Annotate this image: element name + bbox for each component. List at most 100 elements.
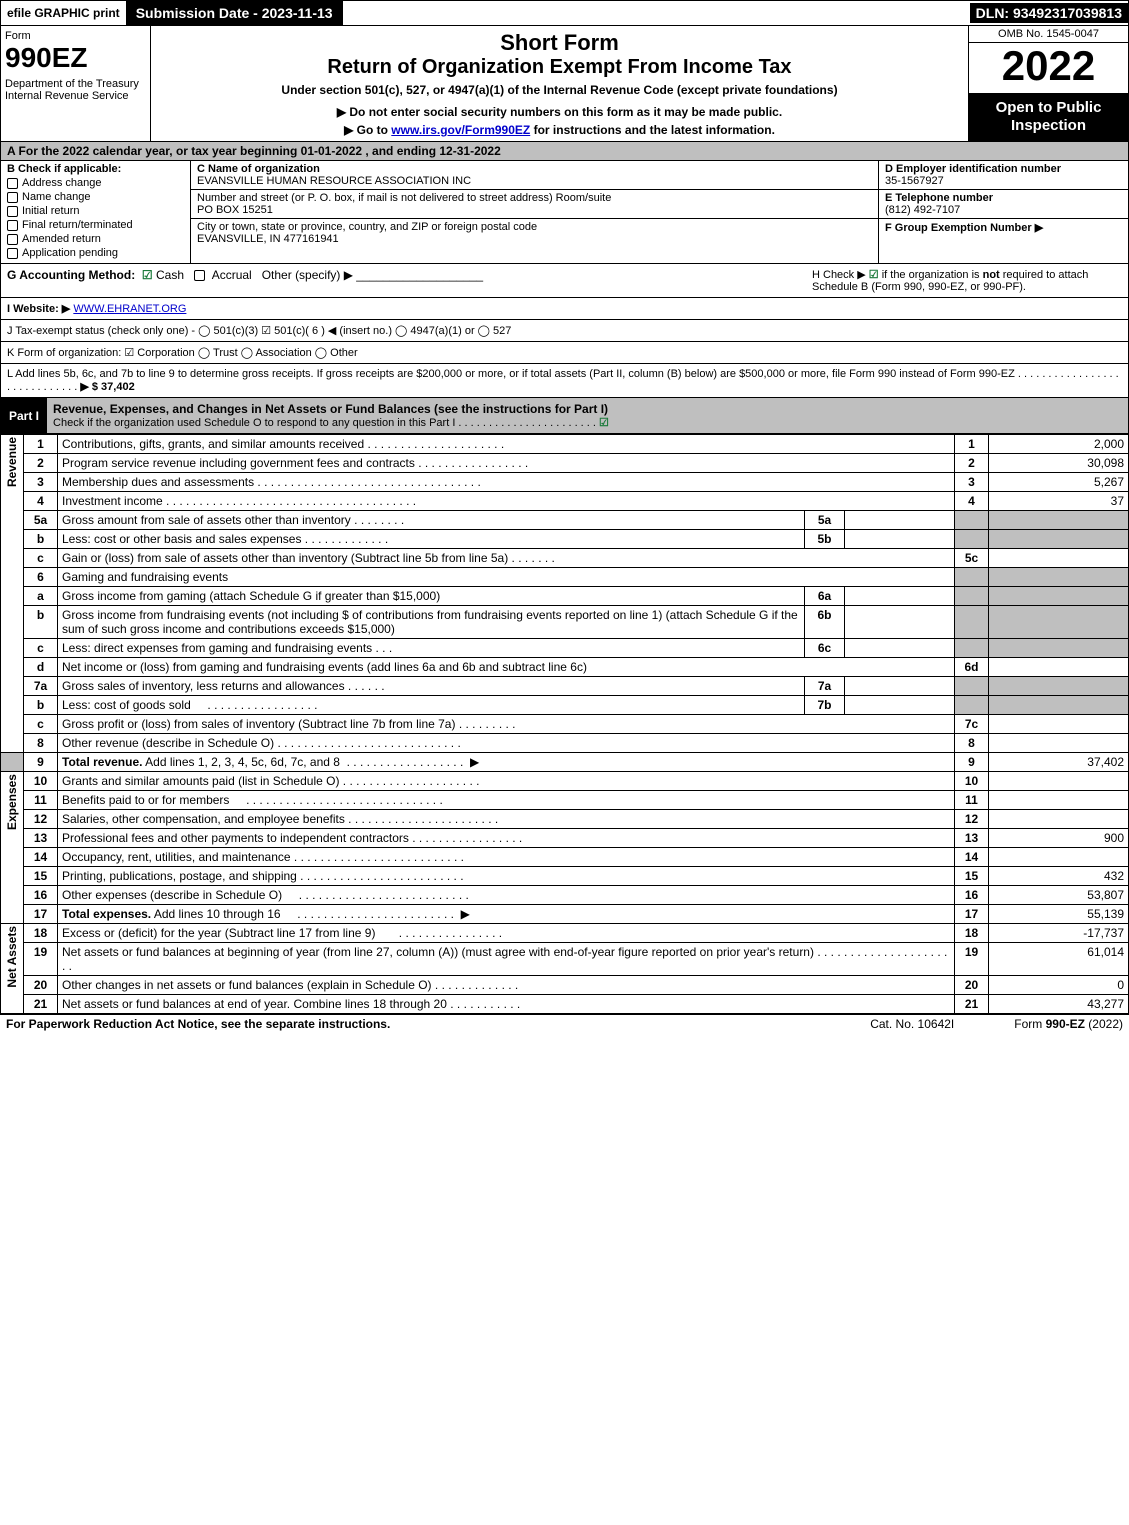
check-application-pending[interactable]: Application pending: [7, 247, 184, 259]
c-city-label: City or town, state or province, country…: [197, 221, 537, 233]
paperwork-notice: For Paperwork Reduction Act Notice, see …: [6, 1017, 390, 1031]
cash-check-icon: ☑: [142, 268, 153, 282]
line-9-value: 37,402: [989, 753, 1129, 772]
check-amended-return[interactable]: Amended return: [7, 233, 184, 245]
ein-value: 35-1567927: [885, 175, 944, 187]
line-5c: c Gain or (loss) from sale of assets oth…: [1, 549, 1129, 568]
check-address-change[interactable]: Address change: [7, 177, 184, 189]
line-6a-value: [845, 587, 955, 606]
line-7b: b Less: cost of goods sold . . . . . . .…: [1, 696, 1129, 715]
line-10-value: [989, 772, 1129, 791]
inspection-label: Open to Public Inspection: [969, 93, 1128, 141]
omb-number: OMB No. 1545-0047: [969, 26, 1128, 43]
revenue-rotated: Revenue: [1, 435, 24, 753]
line-6c-value: [845, 639, 955, 658]
line-6: 6 Gaming and fundraising events: [1, 568, 1129, 587]
lines-table: Revenue 1 Contributions, gifts, grants, …: [0, 434, 1129, 1014]
line-14-value: [989, 848, 1129, 867]
line-1-value: 2,000: [989, 435, 1129, 454]
d-label: D Employer identification number: [885, 163, 1061, 175]
form-version: Form 990-EZ (2022): [1014, 1017, 1123, 1031]
catalog-number: Cat. No. 10642I: [870, 1017, 954, 1031]
line-7c: c Gross profit or (loss) from sales of i…: [1, 715, 1129, 734]
line-19-value: 61,014: [989, 943, 1129, 976]
section-i-website: I Website: ▶ WWW.EHRANET.ORG: [0, 298, 1129, 320]
line-13: 13 Professional fees and other payments …: [1, 829, 1129, 848]
irs-link[interactable]: www.irs.gov/Form990EZ: [391, 123, 530, 137]
line-10: Expenses 10 Grants and similar amounts p…: [1, 772, 1129, 791]
line-17: 17 Total expenses. Add lines 10 through …: [1, 905, 1129, 924]
ssn-note: ▶ Do not enter social security numbers o…: [161, 105, 958, 119]
line-15: 15 Printing, publications, postage, and …: [1, 867, 1129, 886]
line-4: 4 Investment income . . . . . . . . . . …: [1, 492, 1129, 511]
expenses-rotated: Expenses: [1, 772, 24, 924]
form-header: Form 990EZ Department of the Treasury In…: [0, 26, 1129, 142]
subtitle: Under section 501(c), 527, or 4947(a)(1)…: [161, 83, 958, 97]
i-label: I Website: ▶: [7, 303, 70, 315]
line-21-value: 43,277: [989, 995, 1129, 1014]
efile-print-label: efile GRAPHIC print: [1, 4, 126, 22]
footer: For Paperwork Reduction Act Notice, see …: [0, 1014, 1129, 1033]
b-head: B Check if applicable:: [7, 163, 184, 175]
line-12-value: [989, 810, 1129, 829]
g-label: G Accounting Method:: [7, 268, 135, 282]
line-5c-value: [989, 549, 1129, 568]
section-c: C Name of organization EVANSVILLE HUMAN …: [191, 161, 878, 263]
line-3: 3 Membership dues and assessments . . . …: [1, 473, 1129, 492]
line-6a: a Gross income from gaming (attach Sched…: [1, 587, 1129, 606]
other-label: Other (specify) ▶: [262, 268, 353, 282]
line-6d: d Net income or (loss) from gaming and f…: [1, 658, 1129, 677]
line-7c-value: [989, 715, 1129, 734]
line-1: Revenue 1 Contributions, gifts, grants, …: [1, 435, 1129, 454]
accrual-checkbox[interactable]: [194, 270, 205, 281]
line-7a-value: [845, 677, 955, 696]
section-a: A For the 2022 calendar year, or tax yea…: [0, 142, 1129, 161]
org-street: PO BOX 15251: [197, 204, 273, 216]
l-text: L Add lines 5b, 6c, and 7b to line 9 to …: [7, 368, 1015, 380]
form-word: Form: [5, 30, 146, 42]
line-12: 12 Salaries, other compensation, and emp…: [1, 810, 1129, 829]
line-5a-value: [845, 511, 955, 530]
check-final-return[interactable]: Final return/terminated: [7, 219, 184, 231]
header-right: OMB No. 1545-0047 2022 Open to Public In…: [968, 26, 1128, 141]
section-l: L Add lines 5b, 6c, and 7b to line 9 to …: [0, 364, 1129, 398]
line-7b-value: [845, 696, 955, 715]
check-name-change[interactable]: Name change: [7, 191, 184, 203]
line-6b-value: [845, 606, 955, 639]
line-6b: b Gross income from fundraising events (…: [1, 606, 1129, 639]
check-initial-return[interactable]: Initial return: [7, 205, 184, 217]
h-check-icon: ☑: [869, 269, 879, 281]
line-8: 8 Other revenue (describe in Schedule O)…: [1, 734, 1129, 753]
line-20: 20 Other changes in net assets or fund b…: [1, 976, 1129, 995]
line-7a: 7a Gross sales of inventory, less return…: [1, 677, 1129, 696]
line-4-value: 37: [989, 492, 1129, 511]
line-16: 16 Other expenses (describe in Schedule …: [1, 886, 1129, 905]
line-5a: 5a Gross amount from sale of assets othe…: [1, 511, 1129, 530]
line-6c: c Less: direct expenses from gaming and …: [1, 639, 1129, 658]
line-11-value: [989, 791, 1129, 810]
line-15-value: 432: [989, 867, 1129, 886]
line-17-value: 55,139: [989, 905, 1129, 924]
header-center: Short Form Return of Organization Exempt…: [151, 26, 968, 141]
dln-label: DLN: 93492317039813: [970, 3, 1128, 23]
line-3-value: 5,267: [989, 473, 1129, 492]
netassets-rotated: Net Assets: [1, 924, 24, 1014]
line-18: Net Assets 18 Excess or (deficit) for th…: [1, 924, 1129, 943]
line-13-value: 900: [989, 829, 1129, 848]
line-11: 11 Benefits paid to or for members . . .…: [1, 791, 1129, 810]
goto-link: ▶ Go to www.irs.gov/Form990EZ for instru…: [161, 123, 958, 137]
section-j: J Tax-exempt status (check only one) - ◯…: [0, 320, 1129, 342]
line-8-value: [989, 734, 1129, 753]
form-number: 990EZ: [5, 42, 146, 74]
h-text1: H Check ▶: [812, 269, 866, 281]
top-bar: efile GRAPHIC print Submission Date - 20…: [0, 0, 1129, 26]
website-link[interactable]: WWW.EHRANET.ORG: [73, 303, 186, 315]
c-street-label: Number and street (or P. O. box, if mail…: [197, 192, 611, 204]
part-i-label: Part I: [1, 405, 47, 427]
line-5b-value: [845, 530, 955, 549]
section-k: K Form of organization: ☑ Corporation ◯ …: [0, 342, 1129, 364]
section-b: B Check if applicable: Address change Na…: [1, 161, 191, 263]
f-label: F Group Exemption Number ▶: [885, 222, 1043, 234]
line-16-value: 53,807: [989, 886, 1129, 905]
section-d-e-f: D Employer identification number 35-1567…: [878, 161, 1128, 263]
